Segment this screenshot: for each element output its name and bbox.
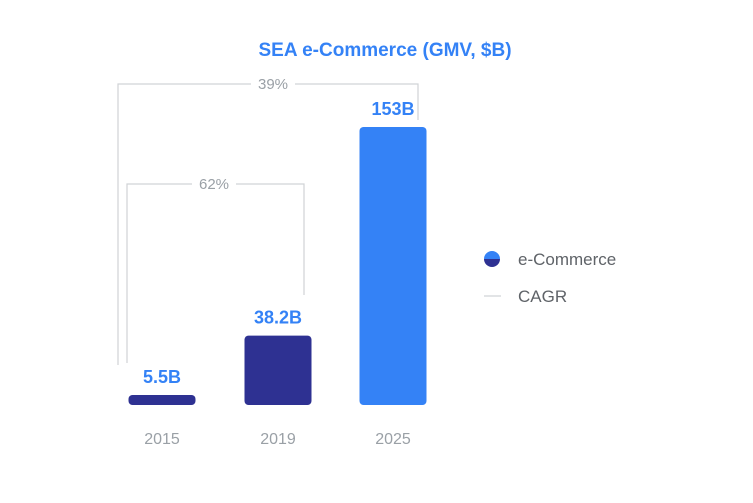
legend: e-Commerce CAGR xyxy=(484,250,616,306)
bar-2025 xyxy=(359,127,427,405)
cagr-label: 62% xyxy=(199,176,229,193)
cagr-bracket-2015-2019: 62% xyxy=(126,176,305,363)
value-label-2019: 38.2B xyxy=(254,308,302,328)
value-label-2025: 153B xyxy=(371,99,414,119)
x-tick-2025: 2025 xyxy=(375,431,411,448)
cagr-bracket-line xyxy=(117,83,419,365)
value-label-2015: 5.5B xyxy=(143,367,181,387)
bar-2015 xyxy=(128,395,196,405)
x-tick-2015: 2015 xyxy=(144,431,180,448)
legend-item-cagr: CAGR xyxy=(484,287,567,306)
legend-label-cagr: CAGR xyxy=(518,287,567,306)
legend-item-ecommerce: e-Commerce xyxy=(484,250,616,269)
half-circle-icon xyxy=(484,251,500,267)
bar-2019 xyxy=(244,335,312,405)
cagr-brackets: 39% 62% xyxy=(117,76,419,365)
legend-label-ecommerce: e-Commerce xyxy=(518,250,616,269)
chart-title: SEA e-Commerce (GMV, $B) xyxy=(258,40,511,61)
value-labels: 5.5B 38.2B 153B xyxy=(143,99,415,387)
bars xyxy=(128,127,427,405)
cagr-bracket-2015-2025: 39% xyxy=(117,76,419,365)
cagr-bracket-line xyxy=(126,183,305,363)
cagr-label: 39% xyxy=(258,76,288,93)
x-axis-ticks: 2015 2019 2025 xyxy=(144,431,411,448)
x-tick-2019: 2019 xyxy=(260,431,296,448)
